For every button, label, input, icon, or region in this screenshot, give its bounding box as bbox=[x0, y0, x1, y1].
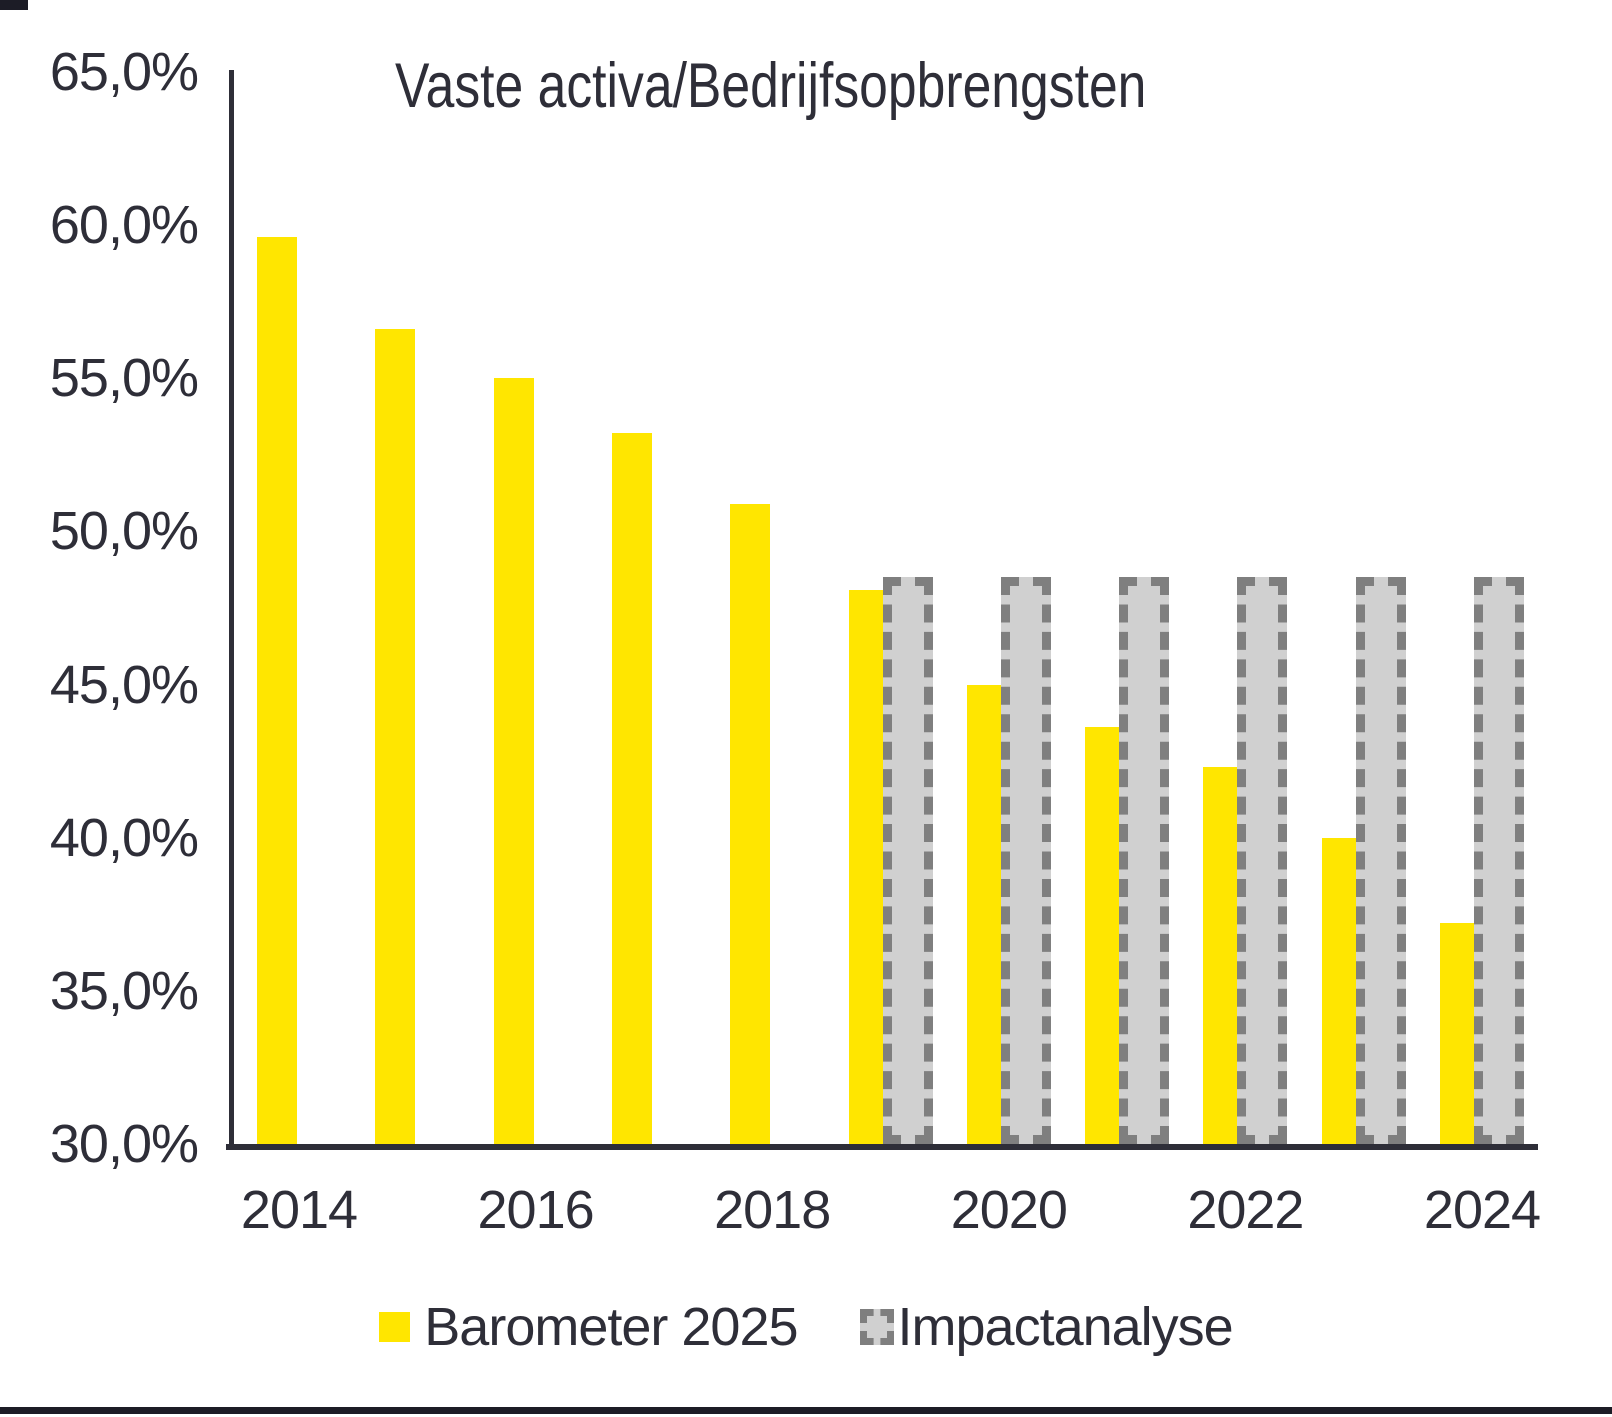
legend-label-barometer: Barometer 2025 bbox=[424, 1297, 798, 1357]
bar-impactanalyse-2019 bbox=[882, 577, 933, 1144]
bar-impactanalyse-2024 bbox=[1474, 577, 1524, 1144]
bar-barometer-2014 bbox=[257, 237, 297, 1144]
y-axis-tick-label: 35,0% bbox=[49, 960, 199, 1021]
bar-barometer-2020 bbox=[966, 684, 1007, 1144]
bar-barometer-2023 bbox=[1321, 837, 1362, 1144]
bar-barometer-2017 bbox=[611, 433, 652, 1144]
bar-barometer-2024 bbox=[1440, 923, 1480, 1144]
y-axis-line bbox=[229, 70, 234, 1146]
bar-barometer-2018 bbox=[730, 503, 771, 1144]
bar-barometer-2019 bbox=[848, 589, 889, 1144]
y-axis-tick-label: 65,0% bbox=[49, 42, 199, 102]
bottom-border-rule bbox=[0, 1407, 1612, 1414]
bar-impactanalyse-2021 bbox=[1119, 577, 1170, 1144]
x-axis-tick-label: 2020 bbox=[950, 1180, 1068, 1240]
bar-barometer-2016 bbox=[493, 378, 534, 1144]
x-axis-tick-label: 2022 bbox=[1187, 1180, 1304, 1240]
y-axis-tick-label: 40,0% bbox=[49, 807, 199, 868]
bar-impactanalyse-2023 bbox=[1355, 577, 1406, 1144]
legend-label-impactanalyse: Impactanalyse bbox=[897, 1297, 1234, 1357]
x-axis-tick-label: 2018 bbox=[714, 1180, 831, 1240]
x-axis-tick-label: 2014 bbox=[240, 1180, 358, 1240]
bar-impactanalyse-2022 bbox=[1237, 577, 1288, 1144]
x-axis-tick-label: 2024 bbox=[1423, 1180, 1541, 1240]
legend-swatch-impactanalyse-icon bbox=[859, 1309, 894, 1345]
bar-impactanalyse-2020 bbox=[1000, 577, 1051, 1144]
x-axis-line bbox=[226, 1144, 1538, 1150]
x-axis-tick-label: 2016 bbox=[477, 1180, 595, 1240]
bar-barometer-2015 bbox=[375, 329, 416, 1144]
legend: Barometer 2025 Impactanalyse bbox=[0, 1296, 1612, 1358]
legend-swatch-barometer bbox=[379, 1312, 411, 1342]
bar-barometer-2022 bbox=[1203, 767, 1244, 1144]
bar-barometer-2021 bbox=[1085, 727, 1126, 1144]
y-axis-tick-label: 60,0% bbox=[49, 195, 199, 256]
top-left-border-artifact bbox=[0, 0, 28, 10]
y-axis-tick-label: 55,0% bbox=[49, 348, 199, 409]
y-axis-tick-label: 50,0% bbox=[49, 501, 199, 562]
chart-title: Vaste activa/Bedrijfsopbrengsten bbox=[395, 51, 1147, 121]
y-axis-tick-label: 45,0% bbox=[49, 654, 199, 715]
plot-area bbox=[232, 72, 1538, 1144]
y-axis-tick-label: 30,0% bbox=[49, 1114, 199, 1174]
